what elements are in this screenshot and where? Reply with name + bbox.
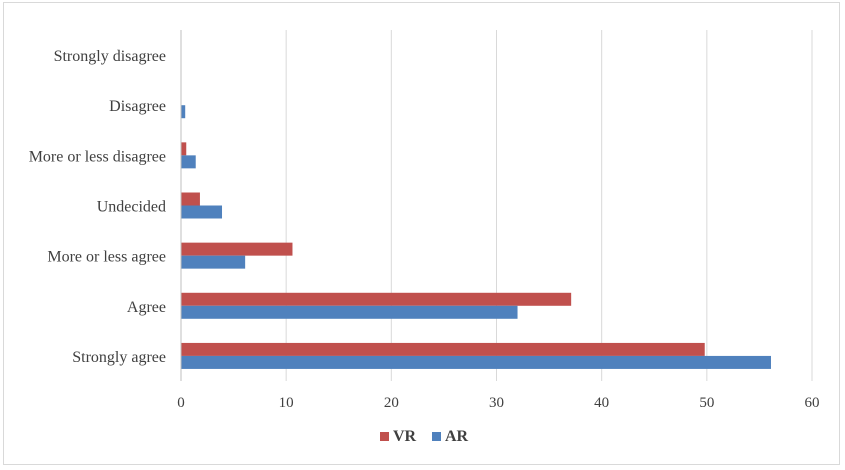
bar-vr-agree	[181, 292, 572, 306]
x-tick-label: 10	[279, 395, 294, 411]
x-tick-label: 50	[699, 395, 714, 411]
category-label-strongly-disagree: Strongly disagree	[54, 48, 166, 65]
x-tick-label: 60	[805, 395, 820, 411]
category-label-more-or-less-agree: More or less agree	[47, 249, 166, 266]
bars	[181, 105, 771, 369]
bar-vr-undecided	[181, 192, 200, 206]
bar-vr-more-or-less-disagree	[181, 142, 187, 156]
x-tick-label: 40	[594, 395, 609, 411]
category-label-disagree: Disagree	[109, 98, 166, 115]
legend: VR AR	[380, 428, 469, 445]
chart-frame	[3, 2, 840, 465]
legend-swatch-ar	[432, 432, 441, 441]
category-label-agree: Agree	[127, 299, 166, 316]
bar-ar-undecided	[181, 205, 223, 219]
category-label-strongly-agree: Strongly agree	[72, 349, 166, 366]
bar-vr-strongly-agree	[181, 342, 705, 356]
bar-vr-more-or-less-agree	[181, 242, 293, 256]
bar-ar-disagree	[181, 105, 186, 119]
category-label-undecided: Undecided	[97, 199, 166, 216]
category-labels: Strongly agree Agree More or less agree Und…	[29, 48, 166, 366]
legend-label-vr: VR	[393, 428, 417, 445]
bar-ar-more-or-less-disagree	[181, 155, 196, 169]
x-tick-label: 20	[384, 395, 399, 411]
legend-swatch-vr	[380, 432, 389, 441]
x-tick-label: 30	[489, 395, 504, 411]
legend-label-ar: AR	[445, 428, 469, 445]
gridlines	[285, 30, 813, 381]
bar-ar-more-or-less-agree	[181, 255, 246, 269]
x-tick-label: 0	[177, 395, 185, 411]
bar-ar-strongly-agree	[181, 355, 771, 369]
bar-ar-agree	[181, 305, 518, 319]
category-label-more-or-less-disagree: More or less disagree	[29, 148, 166, 165]
tick-labels: 0 10 20 30 40 50 60	[177, 395, 819, 411]
